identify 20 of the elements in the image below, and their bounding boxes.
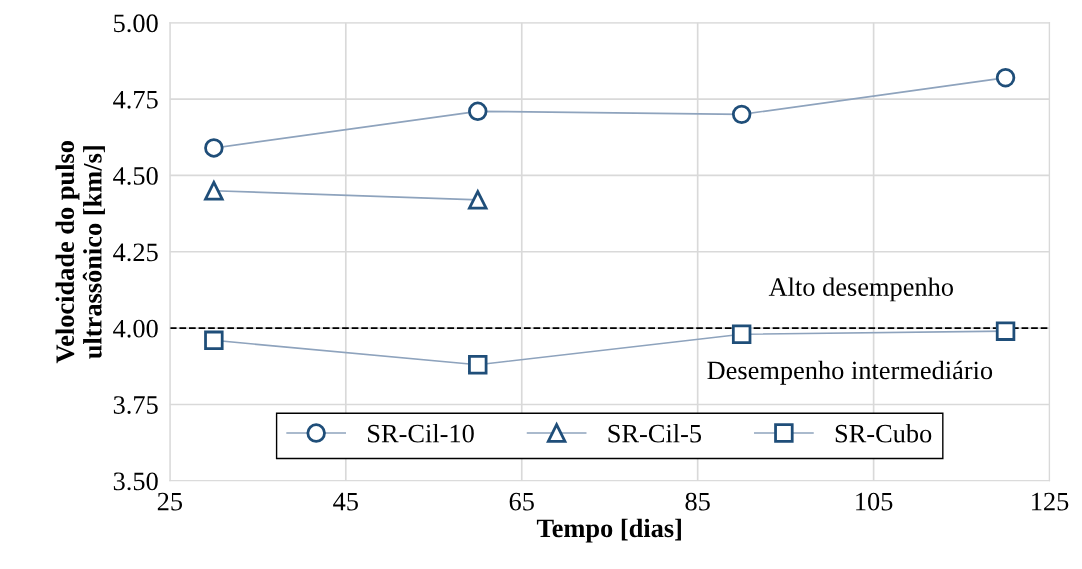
x-tick-label: 65	[509, 492, 534, 511]
x-tick-label: 125	[1032, 492, 1069, 511]
x-tick-label: 105	[856, 492, 893, 511]
annotation: Desempenho intermediário	[707, 360, 993, 385]
legend-label: SR-Cubo	[835, 423, 932, 443]
legend-label: SR-Cil-10	[368, 423, 474, 443]
y-tick-label: 4.50	[113, 167, 158, 185]
x-tick-label: 85	[685, 492, 710, 511]
x-tick-label: 25	[157, 492, 183, 511]
y-tick-label: 4.00	[113, 319, 158, 338]
y-tick-label: 5.00	[114, 14, 158, 33]
legend-label: SR-Cil-5	[608, 423, 702, 443]
annotation: Alto desempenho	[768, 277, 953, 302]
y-tick-label: 3.50	[113, 472, 158, 491]
y-tick-label: 4.75	[113, 90, 158, 109]
x-axis-title: Tempo [dias]	[536, 518, 681, 543]
y-tick-label: 4.25	[113, 243, 158, 262]
y-axis-title: Velocidade do pulso ultrassônico [km/s]	[55, 141, 105, 364]
x-tick-label: 45	[333, 492, 358, 511]
y-tick-label: 3.75	[113, 396, 158, 414]
